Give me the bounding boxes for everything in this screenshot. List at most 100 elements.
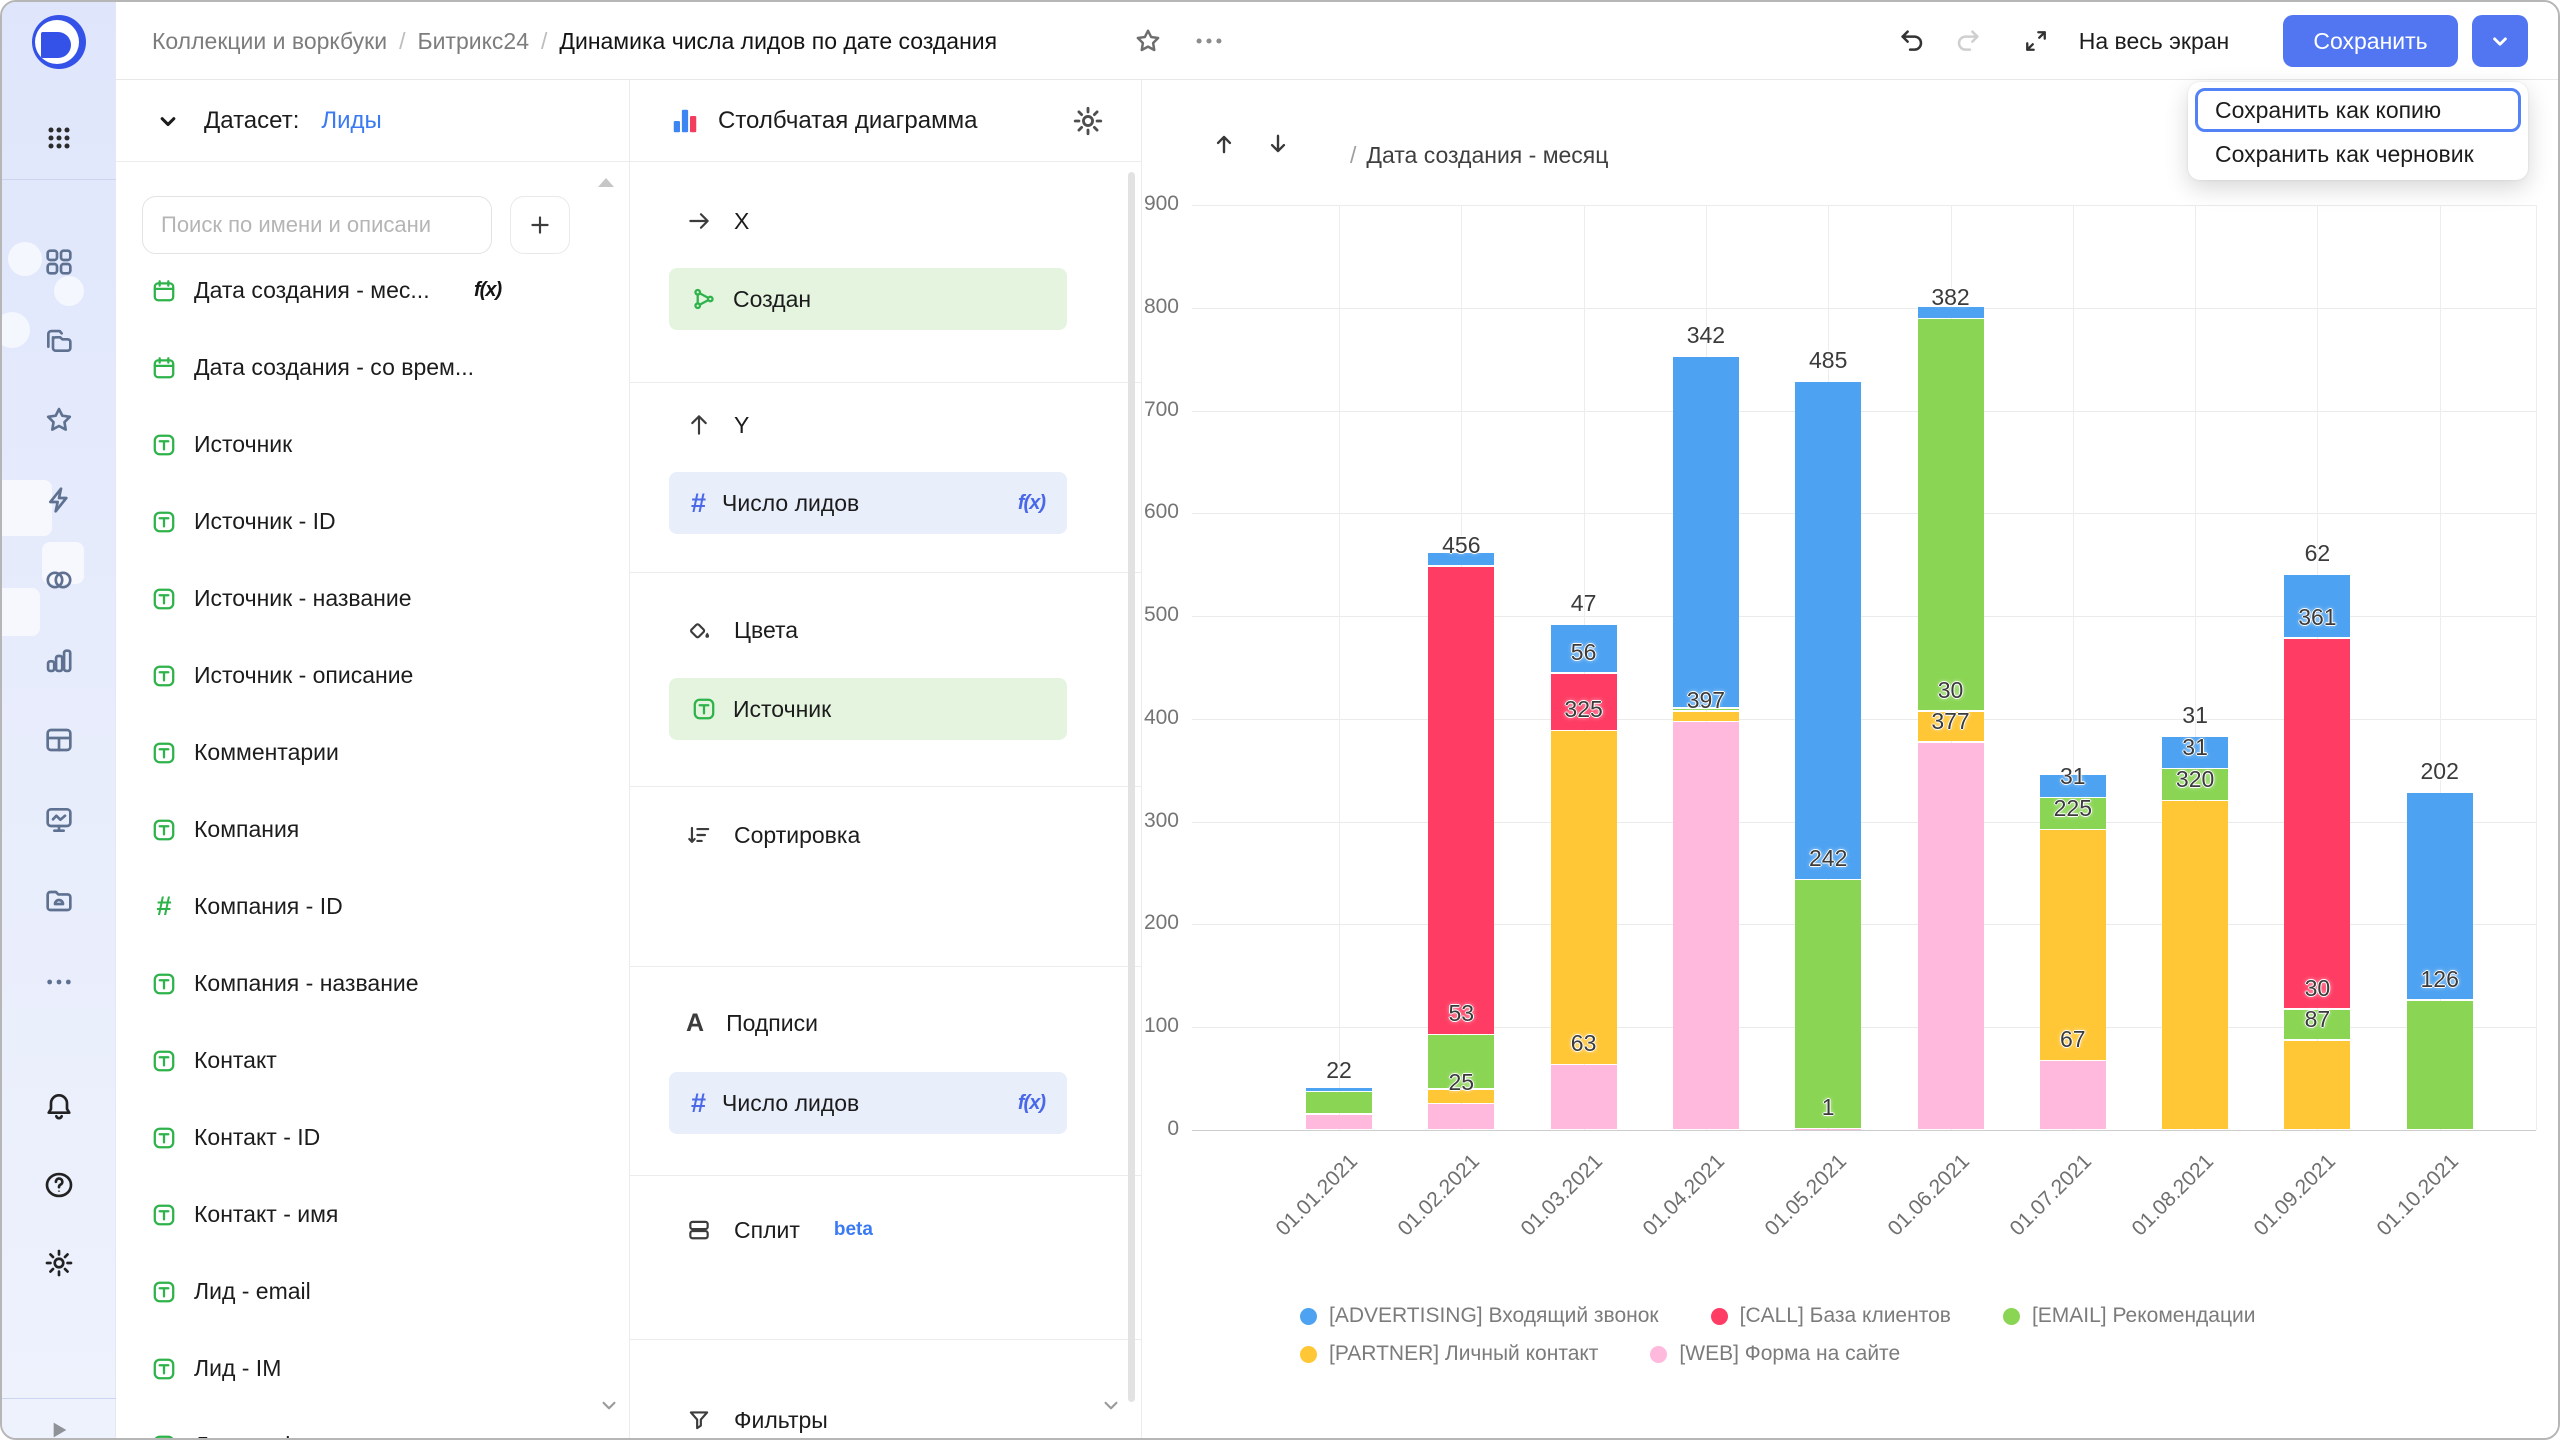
- bar-segment[interactable]: [1672, 708, 1739, 711]
- field-row-10[interactable]: Компания - название: [116, 945, 629, 1022]
- bar-segment[interactable]: [1917, 742, 1984, 1129]
- rail-item-notifications-bell[interactable]: [2, 1078, 116, 1134]
- legend-item[interactable]: [EMAIL] Рекомендации: [2002, 1304, 2255, 1328]
- rail-item-favorites-star[interactable]: [2, 392, 116, 448]
- bar-segment[interactable]: [2406, 1000, 2473, 1129]
- field-row-13[interactable]: Контакт - имя: [116, 1176, 629, 1253]
- bar-segment[interactable]: [2039, 798, 2106, 829]
- bar-segment[interactable]: [1550, 625, 1617, 673]
- bar-segment[interactable]: [2284, 1009, 2351, 1040]
- scroll-down-indicator[interactable]: [594, 1390, 624, 1420]
- field-row-8[interactable]: Компания: [116, 791, 629, 868]
- chip-Создан[interactable]: Создан: [669, 268, 1067, 330]
- field-row-9[interactable]: # Компания - ID: [116, 868, 629, 945]
- field-row-12[interactable]: Контакт - ID: [116, 1099, 629, 1176]
- bar-segment[interactable]: [1917, 319, 1984, 711]
- favorite-star-icon[interactable]: [1126, 2, 1170, 80]
- bar-segment[interactable]: [1672, 711, 1739, 721]
- bar-segment[interactable]: [1917, 306, 1984, 318]
- rail-item-datasets-circles[interactable]: [2, 552, 116, 608]
- bar-segment[interactable]: [1428, 1104, 1495, 1129]
- rail-item-more-ellipsis[interactable]: [2, 954, 116, 1010]
- field-row-5[interactable]: Источник - название: [116, 560, 629, 637]
- redo-icon[interactable]: [1946, 2, 1990, 80]
- save-options-chevron-button[interactable]: [2472, 15, 2528, 67]
- dataset-name-link[interactable]: Лиды: [321, 106, 382, 134]
- search-input[interactable]: [142, 196, 492, 254]
- rail-item-editor-monitor[interactable]: [2, 792, 116, 848]
- legend-item[interactable]: [WEB] Форма на сайте: [1650, 1342, 1900, 1366]
- bar-segment[interactable]: [2284, 1040, 2351, 1129]
- bar-segment[interactable]: [1795, 880, 1862, 1128]
- bar-segment[interactable]: [1917, 711, 1984, 742]
- menu-item-save-as-copy[interactable]: Сохранить как копию: [2195, 88, 2521, 132]
- legend-item[interactable]: [ADVERTISING] Входящий звонок: [1300, 1304, 1659, 1328]
- field-row-15[interactable]: Лид - IM: [116, 1330, 629, 1407]
- bar-segment[interactable]: [1428, 566, 1495, 1035]
- bar-segment[interactable]: [1306, 1087, 1372, 1091]
- drill-field-name[interactable]: Дата создания - месяц: [1366, 142, 1609, 168]
- save-button[interactable]: Сохранить: [2283, 15, 2458, 67]
- sort-ascending-icon[interactable]: [1202, 122, 1246, 166]
- config-scrollbar[interactable]: [1128, 172, 1135, 1402]
- scroll-up-indicator[interactable]: [598, 178, 614, 187]
- rail-item-connections-bolt[interactable]: [2, 472, 116, 528]
- scroll-down-indicator[interactable]: [1096, 1390, 1126, 1420]
- field-row-4[interactable]: Источник - ID: [116, 483, 629, 560]
- rail-item-settings-gear[interactable]: [2, 1235, 116, 1291]
- rail-item-collections-folders[interactable]: [2, 314, 116, 370]
- bar-segment[interactable]: [2162, 801, 2229, 1129]
- bar-segment[interactable]: [1306, 1092, 1372, 1114]
- rail-item-charts-bars[interactable]: [2, 632, 116, 688]
- breadcrumb-collections[interactable]: Коллекции и воркбуки: [152, 27, 388, 54]
- field-row-14[interactable]: Лид - email: [116, 1253, 629, 1330]
- more-ellipsis-icon[interactable]: [1184, 2, 1234, 80]
- field-row-7[interactable]: Комментарии: [116, 714, 629, 791]
- column-chart-type-icon[interactable]: [670, 106, 700, 136]
- bar-segment[interactable]: [1428, 553, 1495, 566]
- chart-settings-gear-icon[interactable]: [1071, 104, 1105, 138]
- add-field-button[interactable]: [510, 196, 570, 254]
- bar-segment[interactable]: [2039, 1061, 2106, 1129]
- fullscreen-button[interactable]: На весь экран: [2078, 27, 2230, 54]
- bar-segment[interactable]: [2284, 575, 2351, 638]
- fullscreen-expand-icon[interactable]: [2014, 2, 2058, 80]
- menu-item-save-as-draft[interactable]: Сохранить как черновик: [2215, 140, 2474, 167]
- field-row-3[interactable]: Источник: [116, 406, 629, 483]
- bar-segment[interactable]: [1672, 357, 1739, 708]
- chevron-down-icon[interactable]: [154, 107, 182, 135]
- rail-item-dashboard-grid[interactable]: [2, 234, 116, 290]
- bar-segment[interactable]: [1550, 731, 1617, 1064]
- rail-item-storage-cloud-folder[interactable]: [2, 872, 116, 928]
- bar-segment[interactable]: [2162, 769, 2229, 800]
- chip-Число лидов[interactable]: # Число лидов f(x): [669, 472, 1067, 534]
- bar-segment[interactable]: [1672, 722, 1739, 1129]
- bar-segment[interactable]: [1795, 381, 1862, 879]
- legend-item[interactable]: [PARTNER] Личный контакт: [1300, 1342, 1598, 1366]
- rail-item-expand-play[interactable]: [2, 1402, 116, 1438]
- bar-segment[interactable]: [1428, 1035, 1495, 1089]
- bar-segment[interactable]: [1550, 673, 1617, 730]
- bar-segment[interactable]: [2284, 638, 2351, 1009]
- bar-segment[interactable]: [2039, 775, 2106, 797]
- bar-segment[interactable]: [2039, 829, 2106, 1060]
- rail-item-tables-grid[interactable]: [2, 712, 116, 768]
- field-row-11[interactable]: Контакт: [116, 1022, 629, 1099]
- rail-item-help-question[interactable]: [2, 1157, 116, 1213]
- bar-segment[interactable]: [2162, 737, 2229, 768]
- chip-Число лидов[interactable]: # Число лидов f(x): [669, 1072, 1067, 1134]
- rail-item-apps-grid[interactable]: [2, 110, 116, 166]
- undo-icon[interactable]: [1890, 2, 1934, 80]
- sort-descending-icon[interactable]: [1256, 122, 1300, 166]
- field-row-16[interactable]: Лид - web: [116, 1407, 629, 1438]
- bar-segment[interactable]: [1550, 1065, 1617, 1129]
- bar-segment[interactable]: [1795, 1129, 1862, 1130]
- field-row-2[interactable]: Дата создания - со врем...: [116, 329, 629, 406]
- legend-item[interactable]: [CALL] База клиентов: [1710, 1304, 1951, 1328]
- bar-segment[interactable]: [1306, 1114, 1372, 1129]
- chip-Источник[interactable]: Источник: [669, 678, 1067, 740]
- bar-segment[interactable]: [1428, 1089, 1495, 1103]
- field-row-1[interactable]: Дата создания - мес... f(x): [116, 252, 629, 329]
- datalens-logo[interactable]: [32, 15, 86, 69]
- field-row-6[interactable]: Источник - описание: [116, 637, 629, 714]
